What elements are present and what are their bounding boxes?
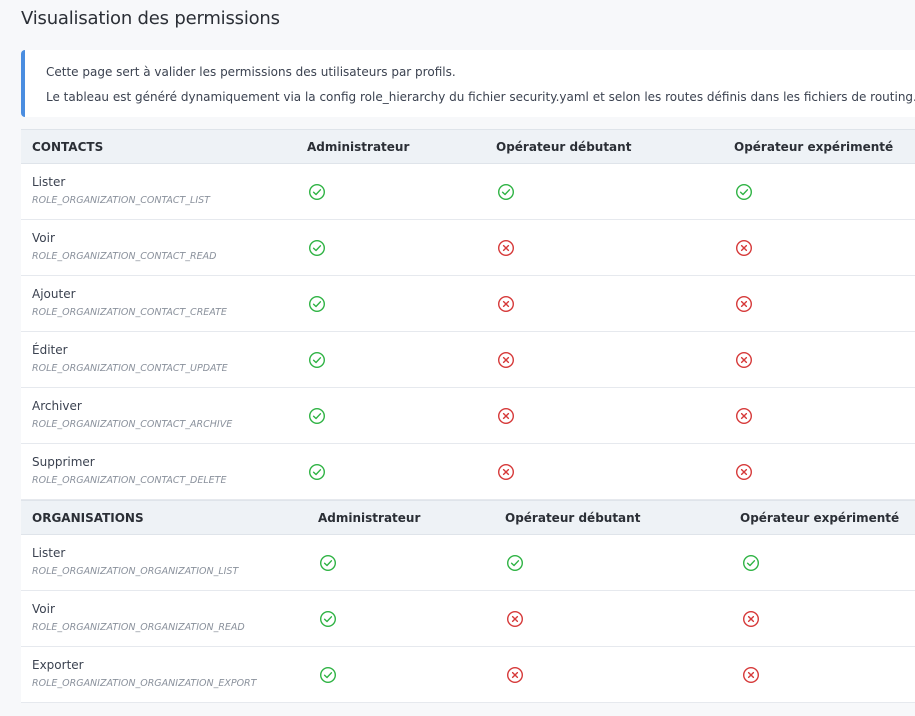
permission-label: Voir [32,602,55,616]
permission-label: Éditer [32,343,68,357]
circle-x-icon [497,407,515,425]
circle-check-icon [497,183,515,201]
circle-check-icon [319,610,337,628]
table-row: Éditer ROLE_ORGANIZATION_CONTACT_UPDATE [21,332,915,388]
permission-label: Exporter [32,658,84,672]
circle-x-icon [742,666,760,684]
permission-label: Lister [32,175,66,189]
role-name: ROLE_ORGANIZATION_CONTACT_ARCHIVE [32,419,233,430]
circle-check-icon [308,239,326,257]
table-row: Lister ROLE_ORGANIZATION_ORGANIZATION_LIS… [21,535,915,591]
circle-x-icon [735,295,753,313]
circle-x-icon [735,351,753,369]
circle-x-icon [497,295,515,313]
permission-label: Supprimer [32,455,95,469]
info-callout: Cette page sert à valider les permission… [21,50,915,117]
role-name: ROLE_ORGANIZATION_CONTACT_DELETE [32,475,227,486]
section-header-row: ORGANISATIONS Administrateur Opérateur déb… [21,500,915,535]
permission-label: Voir [32,231,55,245]
circle-x-icon [497,463,515,481]
table-row: Exporter ROLE_ORGANIZATION_ORGANIZATION_E… [21,647,915,703]
circle-x-icon [506,610,524,628]
section-title: CONTACTS [32,140,104,154]
permission-label: Ajouter [32,287,76,301]
section-title: ORGANISATIONS [32,511,144,525]
circle-check-icon [308,351,326,369]
circle-x-icon [506,666,524,684]
circle-check-icon [319,666,337,684]
circle-check-icon [308,407,326,425]
page-title: Visualisation des permissions [21,8,280,29]
circle-check-icon [308,295,326,313]
circle-check-icon [506,554,524,572]
circle-x-icon [497,351,515,369]
role-name: ROLE_ORGANIZATION_ORGANIZATION_EXPORT [32,678,257,689]
circle-x-icon [742,610,760,628]
info-line: Le tableau est généré dynamiquement via … [46,90,915,104]
circle-check-icon [735,183,753,201]
circle-check-icon [308,183,326,201]
circle-check-icon [742,554,760,572]
section-header-row: CONTACTS Administrateur Opérateur débutant… [21,129,915,164]
permission-section: ORGANISATIONS Administrateur Opérateur déb… [21,500,915,703]
profile-column-header: Opérateur débutant [496,140,632,154]
circle-x-icon [735,407,753,425]
role-name: ROLE_ORGANIZATION_CONTACT_LIST [32,195,210,206]
table-row: Voir ROLE_ORGANIZATION_CONTACT_READ [21,220,915,276]
circle-x-icon [497,239,515,257]
role-name: ROLE_ORGANIZATION_ORGANIZATION_LIST [32,566,239,577]
circle-x-icon [735,463,753,481]
circle-x-icon [735,239,753,257]
permission-label: Lister [32,546,66,560]
role-name: ROLE_ORGANIZATION_CONTACT_READ [32,251,217,262]
info-line: Cette page sert à valider les permission… [46,65,456,79]
profile-column-header: Administrateur [307,140,410,154]
profile-column-header: Opérateur expérimenté [734,140,894,154]
profile-column-header: Opérateur débutant [505,511,641,525]
table-row: Lister ROLE_ORGANIZATION_CONTACT_LIST [21,164,915,220]
table-row: Archiver ROLE_ORGANIZATION_CONTACT_ARCHIV… [21,388,915,444]
table-row: Ajouter ROLE_ORGANIZATION_CONTACT_CREATE [21,276,915,332]
table-row: Supprimer ROLE_ORGANIZATION_CONTACT_DELET… [21,444,915,500]
permission-section: CONTACTS Administrateur Opérateur débutant… [21,129,915,500]
permission-label: Archiver [32,399,82,413]
profile-column-header: Opérateur expérimenté [740,511,900,525]
table-row: Voir ROLE_ORGANIZATION_ORGANIZATION_READ [21,591,915,647]
profile-column-header: Administrateur [318,511,421,525]
circle-check-icon [319,554,337,572]
circle-check-icon [308,463,326,481]
role-name: ROLE_ORGANIZATION_CONTACT_UPDATE [32,363,228,374]
role-name: ROLE_ORGANIZATION_CONTACT_CREATE [32,307,227,318]
role-name: ROLE_ORGANIZATION_ORGANIZATION_READ [32,622,245,633]
